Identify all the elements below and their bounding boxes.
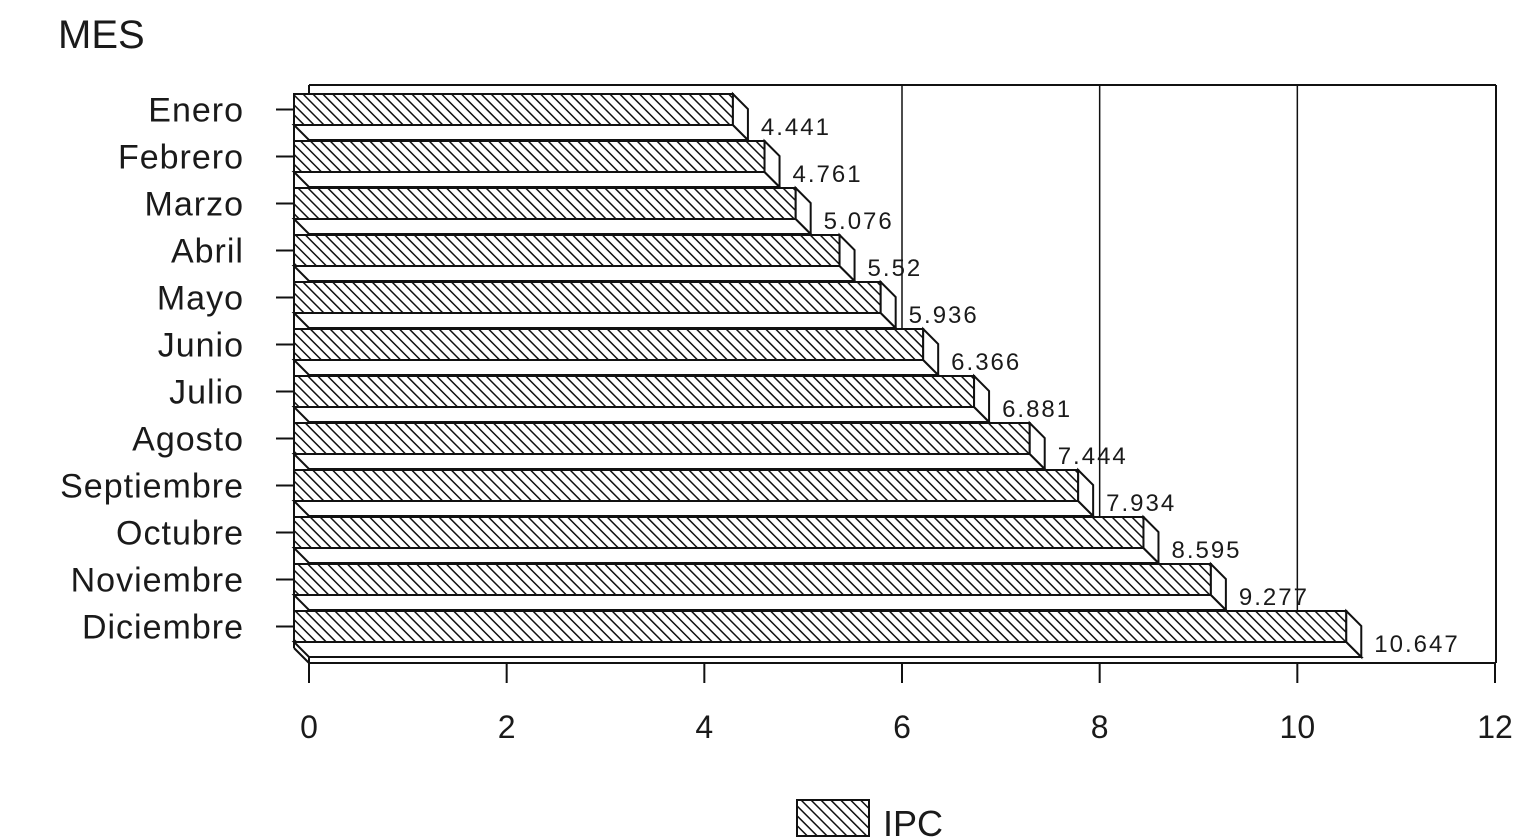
category-label-2: Marzo bbox=[145, 186, 244, 224]
value-labels: 4.441 4.761 5.076 5.52 5.936 6.366 6.881 7.444 7… bbox=[761, 114, 1459, 658]
category-label-3: Abril bbox=[171, 233, 244, 271]
axis-corner bbox=[293, 647, 310, 664]
legend-swatch bbox=[796, 799, 870, 837]
x-tick-labels: 0 2 4 6 8 10 12 bbox=[300, 663, 1513, 745]
value-label-4: 5.936 bbox=[909, 302, 979, 329]
value-label-10: 9.277 bbox=[1239, 584, 1309, 611]
value-label-8: 7.934 bbox=[1106, 490, 1176, 517]
chart-title: MES bbox=[58, 13, 145, 57]
value-label-1: 4.761 bbox=[793, 161, 863, 188]
x-tick-label-3: 6 bbox=[893, 709, 911, 745]
category-label-6: Julio bbox=[169, 374, 244, 412]
legend-label: IPC bbox=[883, 803, 943, 840]
bar-7 bbox=[291, 420, 1048, 472]
category-label-11: Diciembre bbox=[82, 609, 244, 647]
category-label-4: Mayo bbox=[157, 280, 244, 318]
bar-2 bbox=[291, 185, 814, 237]
category-label-1: Febrero bbox=[118, 139, 244, 177]
category-label-5: Junio bbox=[158, 327, 244, 365]
value-label-0: 4.441 bbox=[761, 114, 831, 141]
value-label-7: 7.444 bbox=[1058, 443, 1128, 470]
bar-4 bbox=[291, 279, 899, 331]
value-label-2: 5.076 bbox=[824, 208, 894, 235]
value-label-9: 8.595 bbox=[1171, 537, 1241, 564]
category-label-9: Octubre bbox=[116, 515, 244, 553]
value-label-3: 5.52 bbox=[868, 255, 923, 282]
bar-1 bbox=[291, 138, 782, 190]
category-label-7: Agosto bbox=[132, 421, 244, 459]
value-label-5: 6.366 bbox=[951, 349, 1021, 376]
bar-0 bbox=[291, 91, 751, 143]
category-labels: Enero Febrero Marzo Abril Mayo Junio Julio Agos… bbox=[60, 92, 294, 647]
bar-5 bbox=[291, 326, 941, 378]
x-tick-label-5: 10 bbox=[1280, 709, 1316, 745]
x-tick-label-1: 2 bbox=[498, 709, 516, 745]
category-label-0: Enero bbox=[148, 92, 244, 130]
bar-6 bbox=[291, 373, 992, 425]
value-label-11: 10.647 bbox=[1374, 631, 1459, 658]
bar-10 bbox=[291, 561, 1229, 613]
legend: IPC bbox=[796, 799, 943, 840]
bar-9 bbox=[291, 514, 1161, 566]
category-label-10: Noviembre bbox=[71, 562, 244, 600]
category-label-8: Septiembre bbox=[60, 468, 244, 506]
bar-8 bbox=[291, 467, 1096, 519]
bars bbox=[291, 91, 1364, 660]
bar-3 bbox=[291, 232, 857, 284]
x-tick-label-6: 12 bbox=[1477, 709, 1513, 745]
x-tick-label-2: 4 bbox=[695, 709, 713, 745]
x-tick-label-0: 0 bbox=[300, 709, 318, 745]
x-tick-label-4: 8 bbox=[1091, 709, 1109, 745]
bar-11 bbox=[291, 608, 1364, 660]
value-label-6: 6.881 bbox=[1002, 396, 1072, 423]
